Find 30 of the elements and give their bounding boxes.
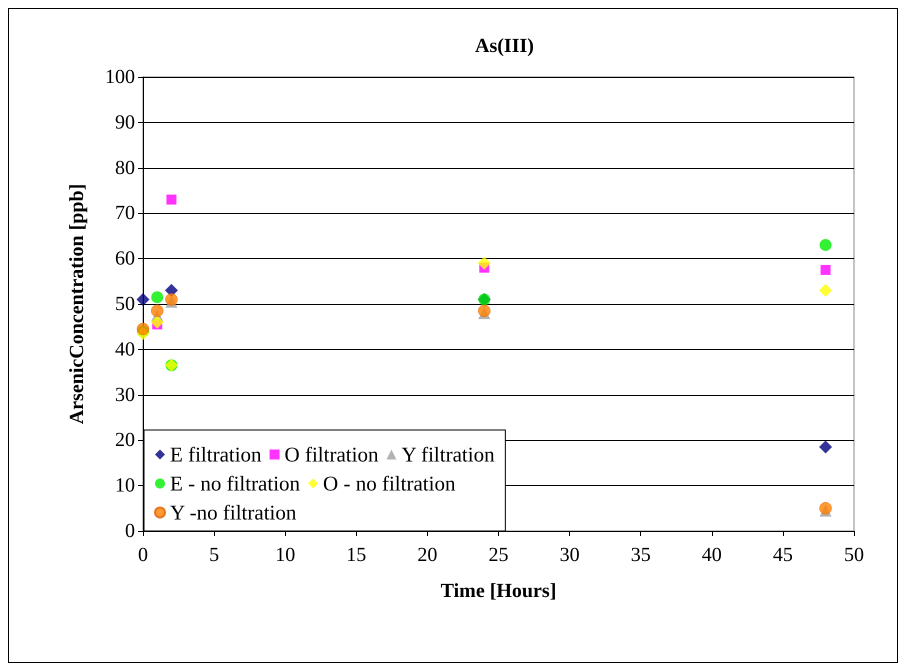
x-tick-label: 10 bbox=[275, 544, 296, 566]
y-axis-title: ArsenicConcentration [ppb] bbox=[66, 184, 88, 424]
legend-label: E - no filtration bbox=[170, 472, 301, 496]
y-tick-label: 60 bbox=[115, 248, 135, 270]
legend-label: E filtration bbox=[170, 442, 262, 466]
x-tick-label: 45 bbox=[772, 544, 793, 566]
y-tick-label: 40 bbox=[115, 338, 135, 360]
x-tick-label: 15 bbox=[346, 544, 366, 566]
y-tick-label: 0 bbox=[125, 520, 135, 542]
y-tick-label: 70 bbox=[115, 202, 135, 224]
y-tick-label: 50 bbox=[115, 293, 135, 315]
chart-title: As(III) bbox=[475, 35, 534, 57]
legend-label: O filtration bbox=[284, 442, 379, 466]
x-tick-label: 30 bbox=[560, 544, 580, 566]
x-tick-label: 5 bbox=[209, 544, 220, 566]
y-tick-label: 80 bbox=[115, 156, 135, 179]
x-tick-label: 40 bbox=[702, 544, 722, 566]
y-tick-label: 10 bbox=[115, 474, 135, 497]
y-tick-label: 100 bbox=[105, 66, 135, 88]
legend-label: Y -no filtration bbox=[170, 500, 297, 524]
x-tick-label: 25 bbox=[488, 544, 508, 566]
y-tick-label: 90 bbox=[115, 111, 135, 134]
x-tick-label: 20 bbox=[417, 544, 438, 566]
legend-label: O - no filtration bbox=[323, 472, 456, 496]
x-tick-label: 50 bbox=[844, 544, 864, 566]
legend-label: Y filtration bbox=[401, 442, 496, 466]
y-tick-label: 30 bbox=[115, 384, 135, 406]
x-tick-label: 35 bbox=[630, 544, 651, 566]
x-axis-title: Time [Hours] bbox=[440, 580, 556, 602]
y-tick-label: 20 bbox=[115, 429, 135, 452]
